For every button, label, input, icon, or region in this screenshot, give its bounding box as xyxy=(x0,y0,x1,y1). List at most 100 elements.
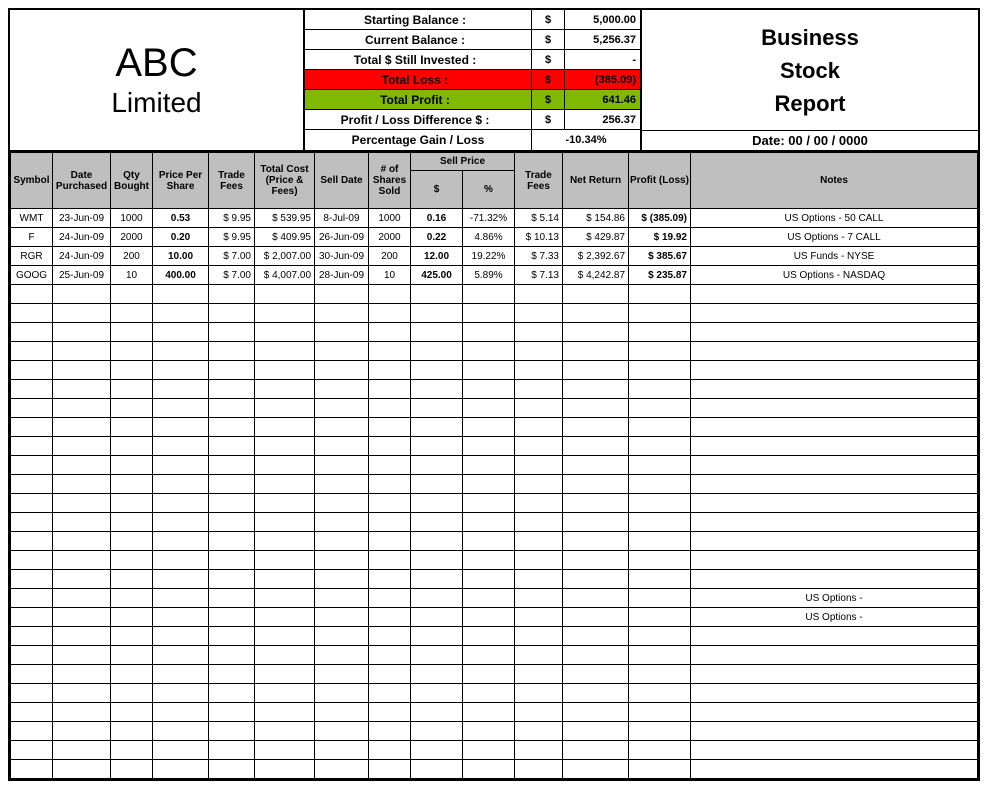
cell: 2000 xyxy=(111,228,153,247)
cell xyxy=(53,589,111,608)
cell xyxy=(629,665,691,684)
cell xyxy=(563,646,629,665)
cell xyxy=(315,494,369,513)
cell xyxy=(11,494,53,513)
cell xyxy=(563,513,629,532)
cell xyxy=(209,437,255,456)
cell xyxy=(411,304,463,323)
cell xyxy=(463,570,515,589)
cell xyxy=(629,475,691,494)
cell xyxy=(209,475,255,494)
table-header: Symbol Date Purchased Qty Bought Price P… xyxy=(11,153,978,209)
cell xyxy=(209,418,255,437)
cell xyxy=(111,285,153,304)
table-row xyxy=(11,627,978,646)
cell xyxy=(411,532,463,551)
cell xyxy=(629,399,691,418)
cell xyxy=(411,285,463,304)
cell xyxy=(515,361,563,380)
cell xyxy=(463,380,515,399)
cell xyxy=(515,285,563,304)
cell xyxy=(463,456,515,475)
cell xyxy=(11,418,53,437)
cell xyxy=(111,608,153,627)
cell xyxy=(691,646,978,665)
cell xyxy=(629,323,691,342)
cell xyxy=(563,722,629,741)
cell xyxy=(111,589,153,608)
label: Profit / Loss Difference $ : xyxy=(305,113,531,127)
label: Total $ Still Invested : xyxy=(305,53,531,67)
cell xyxy=(563,304,629,323)
cell xyxy=(411,361,463,380)
cell xyxy=(11,551,53,570)
table-row xyxy=(11,304,978,323)
cell xyxy=(411,418,463,437)
cell xyxy=(53,323,111,342)
cell xyxy=(563,437,629,456)
cell xyxy=(153,551,209,570)
cell xyxy=(515,741,563,760)
cell xyxy=(153,399,209,418)
cell: $ 7.33 xyxy=(515,247,563,266)
cell xyxy=(153,456,209,475)
cell xyxy=(411,570,463,589)
cell xyxy=(209,323,255,342)
row-total-profit: Total Profit : $ 641.46 xyxy=(305,90,640,110)
cell xyxy=(691,665,978,684)
cell: 5.89% xyxy=(463,266,515,285)
cell: 8-Jul-09 xyxy=(315,209,369,228)
cell xyxy=(11,342,53,361)
table-row xyxy=(11,418,978,437)
cell xyxy=(563,551,629,570)
table-row xyxy=(11,380,978,399)
cell xyxy=(209,342,255,361)
th-date-purchased: Date Purchased xyxy=(53,153,111,209)
cell xyxy=(53,380,111,399)
cell xyxy=(463,342,515,361)
cell xyxy=(255,646,315,665)
cell: WMT xyxy=(11,209,53,228)
cell: 200 xyxy=(111,247,153,266)
cell xyxy=(369,418,411,437)
cell xyxy=(111,703,153,722)
cell xyxy=(53,741,111,760)
cell xyxy=(255,532,315,551)
cell: $ 7.13 xyxy=(515,266,563,285)
company-subtitle: Limited xyxy=(111,87,201,119)
th-sell-price-group: Sell Price xyxy=(411,153,515,171)
cell xyxy=(53,646,111,665)
cell xyxy=(411,589,463,608)
cell xyxy=(255,684,315,703)
cell xyxy=(411,380,463,399)
cell: 26-Jun-09 xyxy=(315,228,369,247)
cell xyxy=(563,627,629,646)
cell xyxy=(111,513,153,532)
cell xyxy=(369,437,411,456)
cell xyxy=(11,513,53,532)
th-total-cost: Total Cost (Price & Fees) xyxy=(255,153,315,209)
cell xyxy=(629,437,691,456)
cell xyxy=(255,494,315,513)
value: (385.09) xyxy=(565,70,640,89)
row-still-invested: Total $ Still Invested : $ - xyxy=(305,50,640,70)
cell xyxy=(255,456,315,475)
cell xyxy=(563,608,629,627)
cell xyxy=(515,456,563,475)
cell xyxy=(209,513,255,532)
cell xyxy=(563,418,629,437)
th-profit-loss: Profit (Loss) xyxy=(629,153,691,209)
cell xyxy=(629,342,691,361)
cell xyxy=(691,551,978,570)
cell xyxy=(411,475,463,494)
cell: $ 2,392.67 xyxy=(563,247,629,266)
cell xyxy=(369,323,411,342)
cell xyxy=(315,513,369,532)
cell xyxy=(463,399,515,418)
cell xyxy=(369,342,411,361)
table-body: WMT23-Jun-0910000.53$ 9.95$ 539.958-Jul-… xyxy=(11,209,978,779)
cell xyxy=(53,532,111,551)
currency: $ xyxy=(531,30,565,49)
cell xyxy=(563,361,629,380)
cell xyxy=(53,285,111,304)
